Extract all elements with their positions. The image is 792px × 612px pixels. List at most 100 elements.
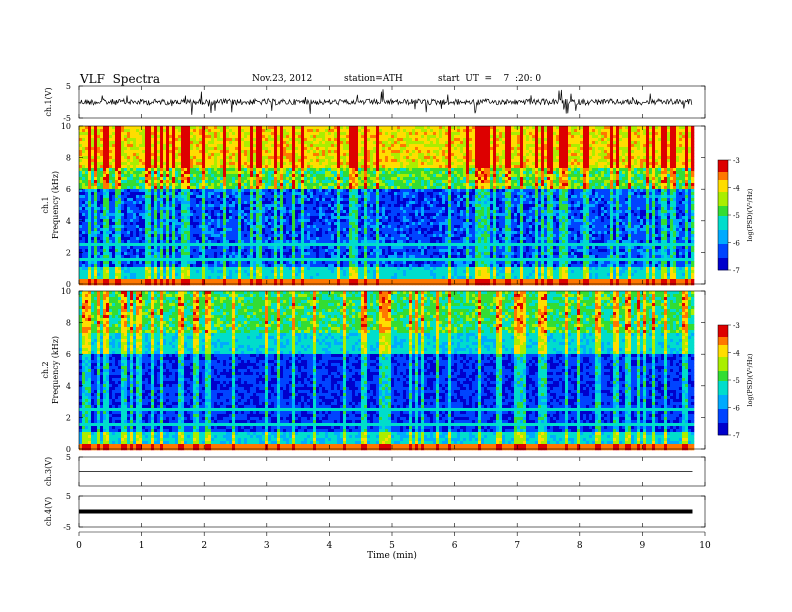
spectrogram-cell <box>94 156 97 159</box>
spectrogram-cell <box>181 246 184 249</box>
spectrogram-cell <box>268 216 271 219</box>
spectrogram-cell <box>295 171 298 174</box>
spectrogram-cell <box>331 237 334 240</box>
spectrogram-cell <box>238 153 241 156</box>
spectrogram-cell <box>292 168 295 171</box>
spectrogram-cell <box>322 183 325 186</box>
spectrogram-cell <box>256 282 259 285</box>
spectrogram-cell <box>256 267 259 270</box>
spectrogram-cell <box>280 186 283 189</box>
spectrogram-cell <box>217 261 220 264</box>
spectrogram-cell <box>121 222 124 225</box>
spectrogram-cell <box>253 276 256 279</box>
spectrogram-cell <box>316 138 319 141</box>
spectrogram-cell <box>115 180 118 183</box>
spectrogram-cell <box>229 255 232 258</box>
spectrogram-cell <box>220 129 223 132</box>
spectrogram-cell <box>334 180 337 183</box>
spectrogram-cell <box>316 234 319 237</box>
spectrogram-cell <box>184 183 187 186</box>
spectrogram-cell <box>271 159 274 162</box>
spectrogram-cell <box>208 228 211 231</box>
spectrogram-cell <box>355 156 358 159</box>
spectrogram-cell <box>250 282 253 285</box>
spectrogram-cell <box>274 171 277 174</box>
spectrogram-cell <box>232 159 235 162</box>
spectrogram-cell <box>232 213 235 216</box>
spectrogram-cell <box>163 192 166 195</box>
spectrogram-cell <box>79 141 82 144</box>
spectrogram-cell <box>127 141 130 144</box>
spectrogram-cell <box>241 183 244 186</box>
spectrogram-cell <box>97 240 100 243</box>
spectrogram-cell <box>211 276 214 279</box>
spectrogram-cell <box>112 237 115 240</box>
spectrogram-cell <box>124 264 127 267</box>
spectrogram-cell <box>310 192 313 195</box>
spectrogram-cell <box>139 267 142 270</box>
spectrogram-cell <box>202 165 205 168</box>
spectrogram-cell <box>304 132 307 135</box>
spectrogram-cell <box>97 192 100 195</box>
spectrogram-cell <box>301 279 304 282</box>
spectrogram-cell <box>232 174 235 177</box>
spectrogram-cell <box>103 267 106 270</box>
spectrogram-cell <box>157 222 160 225</box>
spectrogram-cell <box>214 144 217 147</box>
spectrogram-cell <box>121 186 124 189</box>
spectrogram-cell <box>106 237 109 240</box>
spectrogram-cell <box>175 153 178 156</box>
spectrogram-cell <box>196 249 199 252</box>
spectrogram-cell <box>328 144 331 147</box>
spectrogram-cell <box>301 258 304 261</box>
spectrogram-cell <box>277 150 280 153</box>
spectrogram-cell <box>97 228 100 231</box>
spectrogram-cell <box>196 129 199 132</box>
spectrogram-cell <box>205 279 208 282</box>
spectrogram-cell <box>289 183 292 186</box>
spectrogram-cell <box>337 198 340 201</box>
spectrogram-cell <box>340 249 343 252</box>
spectrogram-cell <box>217 231 220 234</box>
spectrogram-cell <box>166 171 169 174</box>
spectrogram-cell <box>292 243 295 246</box>
spectrogram-cell <box>175 225 178 228</box>
spectrogram-cell <box>304 138 307 141</box>
spectrogram-cell <box>307 267 310 270</box>
spectrogram-cell <box>175 192 178 195</box>
spectrogram-cell <box>325 216 328 219</box>
spectrogram-cell <box>106 201 109 204</box>
spectrogram-cell <box>241 168 244 171</box>
spectrogram-cell <box>142 132 145 135</box>
spectrogram-cell <box>187 207 190 210</box>
spectrogram-cell <box>145 180 148 183</box>
spectrogram-cell <box>271 186 274 189</box>
spectrogram-cell <box>310 159 313 162</box>
spectrogram-cell <box>187 243 190 246</box>
spectrogram-cell <box>205 162 208 165</box>
spectrogram-cell <box>94 192 97 195</box>
spectrogram-cell <box>250 147 253 150</box>
spectrogram-cell <box>130 165 133 168</box>
spectrogram-cell <box>265 246 268 249</box>
spectrogram-cell <box>160 135 163 138</box>
spectrogram-cell <box>259 147 262 150</box>
spectrogram-cell <box>313 240 316 243</box>
spectrogram-cell <box>241 138 244 141</box>
spectrogram-cell <box>304 171 307 174</box>
spectrogram-cell <box>271 273 274 276</box>
spectrogram-cell <box>91 240 94 243</box>
spectrogram-cell <box>277 156 280 159</box>
spectrogram-cell <box>85 270 88 273</box>
spectrogram-cell <box>112 162 115 165</box>
spectrogram-cell <box>268 129 271 132</box>
spectrogram-cell <box>79 171 82 174</box>
spectrogram-cell <box>256 129 259 132</box>
spectrogram-cell <box>343 261 346 264</box>
spectrogram-cell <box>244 201 247 204</box>
spectrogram-cell <box>280 171 283 174</box>
spectrogram-cell <box>298 177 301 180</box>
spectrogram-cell <box>262 171 265 174</box>
spectrogram-cell <box>232 195 235 198</box>
spectrogram-cell <box>127 186 130 189</box>
